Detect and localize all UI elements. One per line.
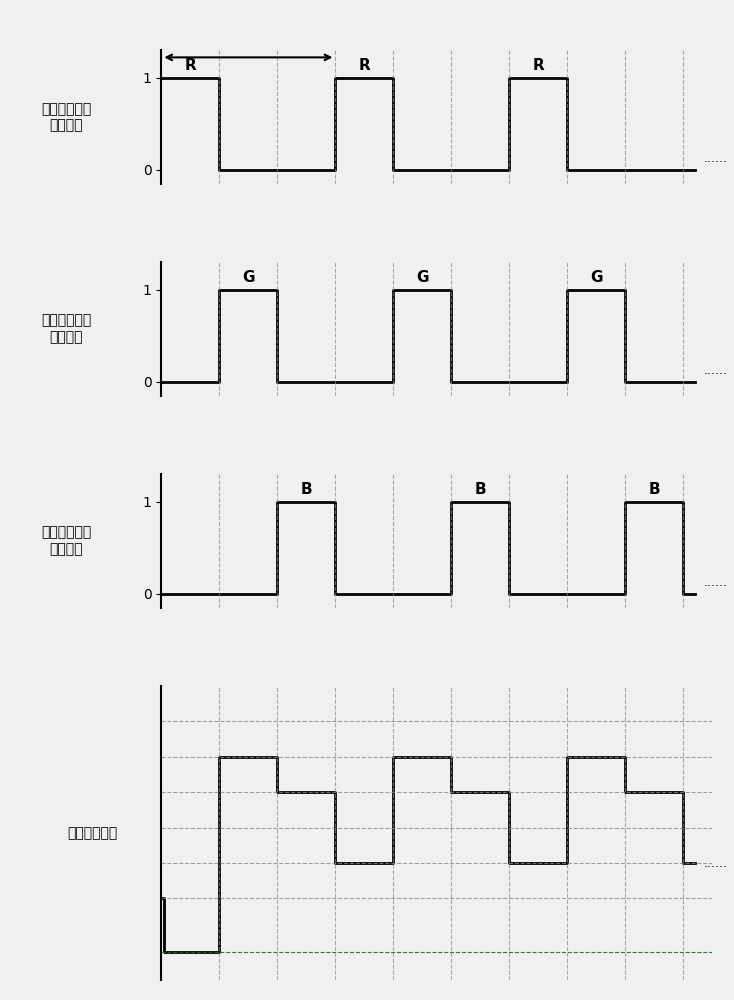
Text: ......: ...... — [703, 857, 727, 870]
Text: ......: ...... — [703, 364, 727, 377]
Y-axis label: 传感器的输出: 传感器的输出 — [67, 826, 117, 840]
Text: B: B — [474, 482, 486, 497]
Text: G: G — [416, 270, 429, 285]
Y-axis label: 红色光的发光
定时信号: 红色光的发光 定时信号 — [41, 102, 92, 132]
Text: R: R — [532, 58, 544, 73]
Text: R: R — [184, 58, 196, 73]
Text: R: R — [358, 58, 370, 73]
Text: G: G — [242, 270, 255, 285]
Text: B: B — [648, 482, 660, 497]
Y-axis label: 续色光的发光
定时信号: 续色光的发光 定时信号 — [41, 314, 92, 344]
Y-axis label: 蓝色光的发光
定时信号: 蓝色光的发光 定时信号 — [41, 526, 92, 556]
Text: G: G — [590, 270, 603, 285]
Text: B: B — [300, 482, 312, 497]
Text: ......: ...... — [703, 576, 727, 589]
Text: ......: ...... — [703, 152, 727, 165]
